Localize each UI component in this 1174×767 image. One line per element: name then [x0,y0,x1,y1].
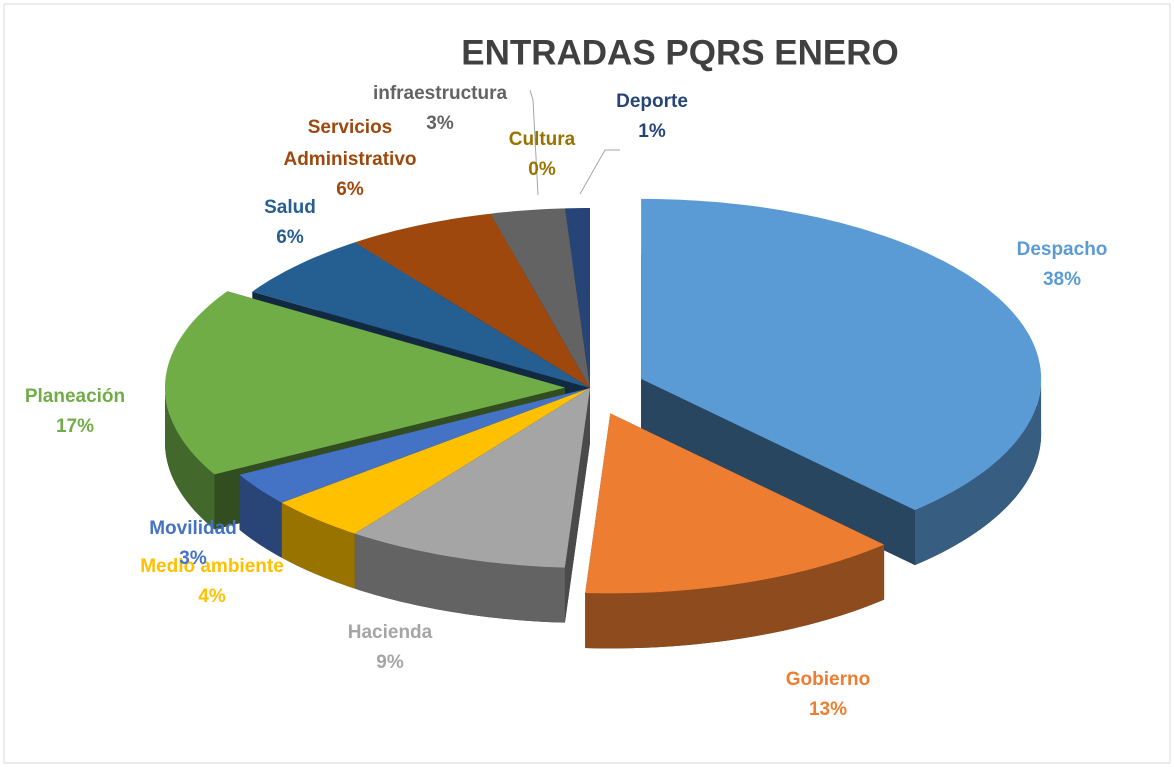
slice [490,208,590,388]
labels: Despacho 38% Gobierno 13% Hacienda 9% Medio am… [25,83,1108,720]
slice [165,291,565,475]
data-label-value: 13% [809,699,847,720]
data-label-name: infraestructura [373,83,508,104]
data-label-name: Servicios Administrativo [283,117,416,170]
label-line: Servicios [308,117,393,138]
data-label-value: 38% [1043,269,1081,290]
data-label-name: Salud [264,197,316,218]
leader-line [529,89,539,196]
data-label-name: Hacienda [348,622,433,643]
data-label-value: 4% [198,586,226,607]
data-label-name: Medio ambiente [140,556,284,577]
slice-wall [585,544,885,649]
data-label-name: Cultura [509,129,576,150]
label-line: Administrativo [283,149,416,170]
data-label-value: 0% [528,159,556,180]
slice-wall [915,378,1042,566]
slice [252,242,591,388]
data-label-value: 9% [376,652,404,673]
slice-wall [354,533,565,623]
slice-wall [239,474,282,558]
slice-wall [165,387,215,530]
data-label-value: 6% [336,179,364,200]
data-label-value: 3% [179,548,207,569]
chart-title: ENTRADAS PQRS ENERO [461,33,899,72]
data-label-name: Planeación [25,386,125,407]
slice [239,388,590,503]
data-label-name: Despacho [1017,239,1108,260]
slice [354,213,590,388]
data-label-value: 6% [276,227,304,248]
data-label-value: 3% [426,113,454,134]
leader-line [579,149,620,195]
data-label-name: Deporte [616,91,688,112]
pie [165,198,1042,649]
data-label-value: 1% [638,121,666,142]
slice [641,198,1042,511]
slice-face [641,378,915,566]
data-label-name: Gobierno [786,669,870,690]
slice [354,388,590,568]
slice [585,413,885,594]
data-label-name: Movilidad [149,518,237,539]
slice [564,208,590,388]
data-label-value: 17% [56,416,94,437]
slice [281,388,590,534]
slice-wall [281,502,355,589]
